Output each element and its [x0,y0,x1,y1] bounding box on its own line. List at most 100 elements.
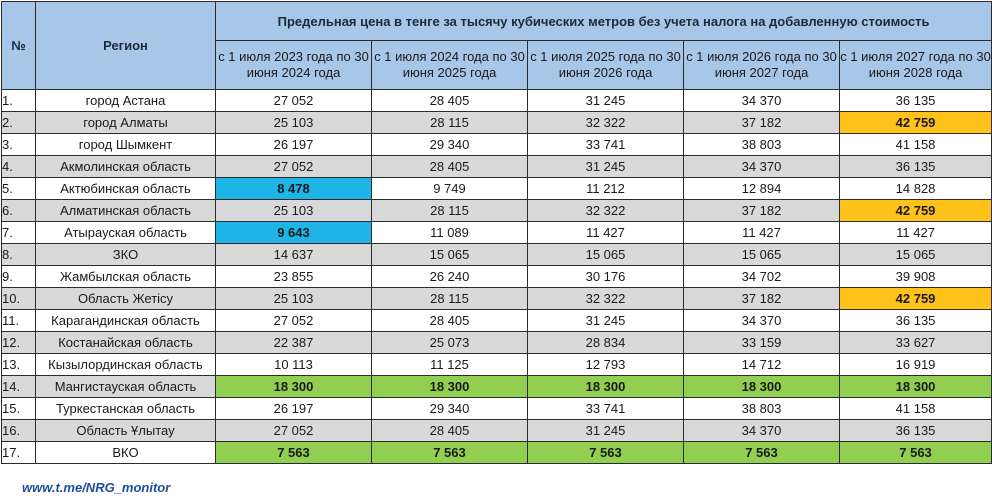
row-number: 12. [1,331,36,354]
price-cell: 25 103 [215,111,372,134]
table-row: 12. Костанайская область 22 387 25 073 28 83… [1,331,992,354]
table-row: 4. Акмолинская область 27 052 28 405 31 245 3… [1,155,992,178]
price-cell: 11 427 [527,221,684,244]
row-number: 16. [1,419,36,442]
price-cell: 31 245 [527,89,684,112]
table-row: 6. Алматинская область 25 103 28 115 32 322 3… [1,199,992,222]
footer-link[interactable]: www.t.me/NRG_monitor [22,480,171,495]
price-cell: 15 065 [838,243,992,266]
price-cell: 39 908 [838,265,992,288]
table-row: 1. город Астана 27 052 28 405 31 245 34 370 36… [1,89,992,112]
price-cell: 29 340 [371,397,528,420]
price-cell: 15 065 [527,243,684,266]
region-name: Туркестанская область [35,397,216,420]
price-cell: 33 741 [527,133,684,156]
price-cell: 41 158 [838,397,992,420]
row-number: 10. [1,287,36,310]
row-number: 11. [1,309,36,332]
price-cell: 26 197 [215,397,372,420]
price-cell: 34 370 [683,89,840,112]
table-row: 5. Актюбинская область 8 478 9 749 11 212 12 … [1,177,992,200]
price-cell: 38 803 [683,133,840,156]
region-name: Карагандинская область [35,309,216,332]
row-number: 17. [1,441,36,464]
row-number: 15. [1,397,36,420]
region-name: ЗКО [35,243,216,266]
row-number: 14. [1,375,36,398]
region-name: Мангистауская область [35,375,216,398]
price-cell: 38 803 [683,397,840,420]
row-number: 7. [1,221,36,244]
price-cell: 42 759 [838,111,992,134]
price-cell: 37 182 [683,287,840,310]
row-number: 9. [1,265,36,288]
header-period: с 1 июля 2024 года по 30 июня 2025 года [371,40,528,90]
row-number: 3. [1,133,36,156]
header-period: с 1 июля 2027 года по 30 июня 2028 года [838,40,992,90]
price-cell: 31 245 [527,155,684,178]
table-body: 1. город Астана 27 052 28 405 31 245 34 370 36… [1,89,992,464]
region-name: Костанайская область [35,331,216,354]
price-cell: 15 065 [371,243,528,266]
row-number: 4. [1,155,36,178]
price-cell: 27 052 [215,419,372,442]
price-cell: 36 135 [838,419,992,442]
price-cell: 28 405 [371,419,528,442]
table-header: № Регион Предельная цена в тенге за тыся… [1,1,992,90]
price-cell: 18 300 [838,375,992,398]
price-cell: 26 240 [371,265,528,288]
price-cell: 34 370 [683,309,840,332]
price-cell: 7 563 [838,441,992,464]
header-number: № [1,1,36,90]
price-cell: 18 300 [527,375,684,398]
price-cell: 10 113 [215,353,372,376]
price-cell: 14 712 [683,353,840,376]
region-name: Атырауская область [35,221,216,244]
price-cell: 27 052 [215,89,372,112]
price-cell: 33 741 [527,397,684,420]
price-cell: 36 135 [838,309,992,332]
row-number: 1. [1,89,36,112]
price-cell: 25 103 [215,199,372,222]
price-cell: 7 563 [683,441,840,464]
price-cell: 28 115 [371,111,528,134]
price-cell: 16 919 [838,353,992,376]
row-number: 13. [1,353,36,376]
header-group-title: Предельная цена в тенге за тысячу кубиче… [214,1,992,41]
price-cell: 32 322 [527,287,684,310]
table-row: 7. Атырауская область 9 643 11 089 11 427 11 … [1,221,992,244]
table-row: 13. Кызылординская область 10 113 11 125 12 … [1,353,992,376]
price-cell: 11 212 [527,177,684,200]
price-cell: 9 749 [371,177,528,200]
price-cell: 23 855 [215,265,372,288]
region-name: Область Ұлытау [35,419,216,442]
row-number: 2. [1,111,36,134]
row-number: 6. [1,199,36,222]
price-cell: 25 073 [371,331,528,354]
header-period: с 1 июля 2025 года по 30 июня 2026 года [527,40,684,90]
table-row: 11. Карагандинская область 27 052 28 405 31 … [1,309,992,332]
price-cell: 34 702 [683,265,840,288]
price-cell: 28 405 [371,89,528,112]
price-cell: 8 478 [215,177,372,200]
table-row: 17. ВКО 7 563 7 563 7 563 7 563 7 563 [1,441,992,464]
price-cell: 29 340 [371,133,528,156]
price-cell: 28 405 [371,309,528,332]
price-cell: 33 159 [683,331,840,354]
region-name: город Алматы [35,111,216,134]
price-cell: 28 834 [527,331,684,354]
region-name: Алматинская область [35,199,216,222]
price-cell: 7 563 [215,441,372,464]
row-number: 5. [1,177,36,200]
table-row: 14. Мангистауская область 18 300 18 300 18 3… [1,375,992,398]
region-name: Жамбылская область [35,265,216,288]
table-row: 3. город Шымкент 26 197 29 340 33 741 38 803 4… [1,133,992,156]
price-cell: 12 793 [527,353,684,376]
price-cell: 27 052 [215,155,372,178]
price-cell: 32 322 [527,199,684,222]
price-cell: 32 322 [527,111,684,134]
price-cell: 7 563 [371,441,528,464]
price-cell: 11 427 [683,221,840,244]
table-row: 10. Область Жетiсу 25 103 28 115 32 322 37 18… [1,287,992,310]
